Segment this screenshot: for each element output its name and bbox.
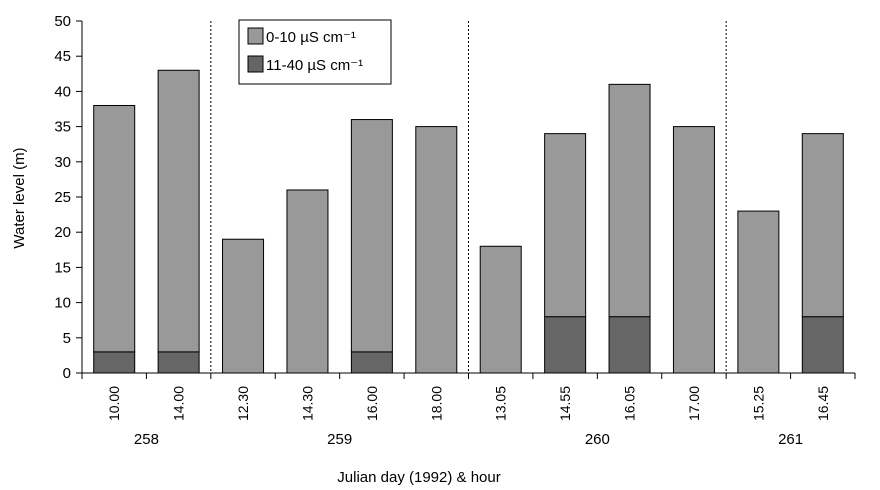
bar-segment — [608, 83, 651, 318]
bar-segment — [415, 126, 458, 374]
legend-swatch — [247, 27, 264, 45]
y-axis-label: Water level (m) — [11, 147, 28, 248]
bar-segment — [672, 126, 715, 374]
x-tick-label: 16.45 — [815, 386, 831, 421]
bar-segment — [350, 119, 393, 353]
bar-segment — [350, 351, 393, 374]
day-group-label: 260 — [585, 431, 610, 448]
x-tick-label: 14.55 — [557, 386, 573, 421]
x-axis-label: Julian day (1992) & hour — [337, 469, 500, 486]
y-tick-label: 35 — [54, 119, 71, 136]
y-tick-label: 40 — [54, 83, 71, 100]
y-tick-label: 30 — [54, 154, 71, 171]
x-tick-label: 15.25 — [750, 386, 766, 421]
bars — [93, 69, 844, 374]
day-group-label: 261 — [778, 431, 803, 448]
legend: 0-10 µS cm⁻¹ 11-40 µS cm⁻¹ — [238, 19, 392, 85]
bar-segment — [479, 245, 522, 374]
x-tick-label: 16.00 — [364, 386, 380, 421]
x-tick-label: 12.30 — [235, 386, 251, 421]
x-tick-label: 14.30 — [299, 386, 315, 421]
y-tick-label: 50 — [54, 13, 71, 30]
bar-segment — [286, 189, 329, 374]
bar-segment — [737, 210, 780, 374]
bar-segment — [801, 316, 844, 374]
legend-label: 0-10 µS cm⁻¹ — [266, 29, 356, 46]
x-tick-label: 14.00 — [171, 386, 187, 421]
day-group-label: 258 — [134, 431, 159, 448]
bar-segment — [157, 351, 200, 374]
bar-segment — [544, 133, 587, 318]
y-axis: 0 5 10 15 20 25 30 35 40 45 50 — [54, 13, 83, 382]
bar-segment — [222, 238, 265, 374]
x-axis: 10.00 14.00 12.30 14.30 16.00 18.00 13.05 14.55… — [81, 21, 856, 448]
x-tick-label: 18.00 — [428, 386, 444, 421]
bar-segment — [93, 351, 136, 374]
x-tick-label: 13.05 — [493, 386, 509, 421]
y-tick-label: 15 — [54, 259, 71, 276]
y-tick-label: 5 — [63, 330, 71, 347]
y-tick-label: 20 — [54, 224, 71, 241]
x-tick-label: 17.00 — [686, 386, 702, 421]
x-tick-label: 16.05 — [622, 386, 638, 421]
legend-swatch — [247, 55, 264, 73]
y-tick-label: 10 — [54, 295, 71, 312]
bar-segment — [157, 69, 200, 353]
bar-segment — [608, 316, 651, 374]
bar-segment — [801, 133, 844, 318]
day-group-label: 259 — [327, 431, 352, 448]
bar-segment — [544, 316, 587, 374]
bar-segment — [93, 104, 136, 353]
legend-label: 11-40 µS cm⁻¹ — [266, 57, 363, 74]
y-tick-label: 25 — [54, 189, 71, 206]
y-tick-label: 45 — [54, 48, 71, 65]
legend-box — [238, 19, 392, 85]
y-tick-label: 0 — [63, 365, 71, 382]
x-tick-label: 10.00 — [106, 386, 122, 421]
